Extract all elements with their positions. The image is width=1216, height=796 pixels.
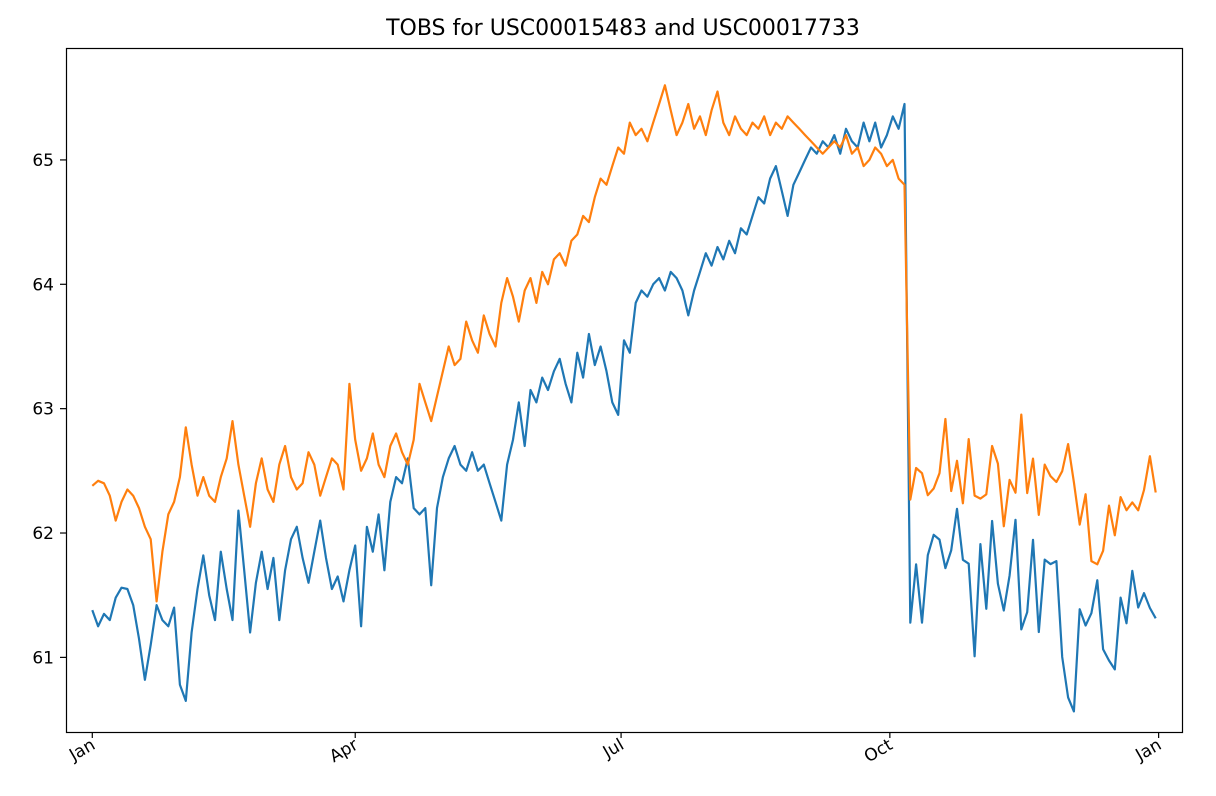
y-tick-label: 65	[32, 151, 54, 171]
y-tick-label: 62	[32, 524, 54, 544]
chart-title: TOBS for USC00015483 and USC00017733	[385, 16, 860, 41]
x-tick-label: Jul	[599, 735, 628, 763]
series-line-2	[91, 84, 1157, 603]
x-tick-label: Jan	[1132, 735, 1166, 766]
x-axis: Jan Apr Jul Oct Jan	[65, 732, 1165, 767]
y-tick-label: 63	[32, 400, 54, 420]
plot-area-frame	[65, 47, 1184, 734]
y-tick-label: 64	[32, 275, 54, 295]
x-tick-label: Apr	[326, 735, 361, 767]
series-layer	[91, 84, 1157, 713]
y-tick-label: 61	[32, 648, 54, 668]
y-axis: 61 62 63 64 65	[32, 151, 66, 668]
x-tick-label: Jan	[65, 735, 99, 766]
series-line-1	[91, 102, 1157, 713]
x-tick-label: Oct	[861, 735, 897, 767]
